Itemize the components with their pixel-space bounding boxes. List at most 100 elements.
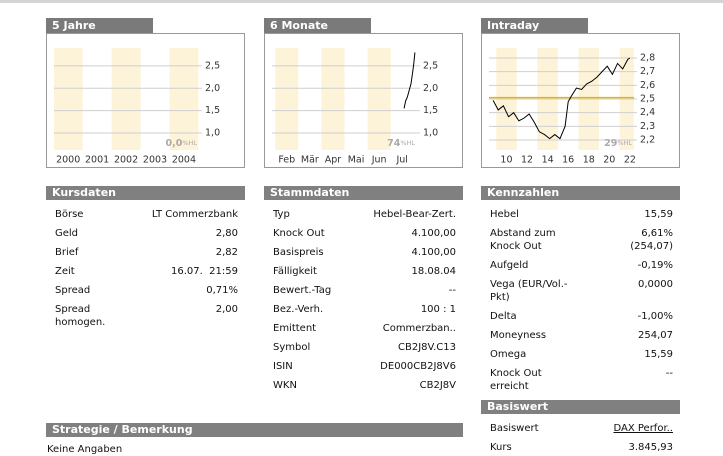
row-label: Symbol	[273, 342, 311, 353]
table-row: Basiswert DAX Perfor..	[481, 419, 680, 438]
y-tick-label: 2,0	[205, 83, 220, 94]
price-line	[492, 57, 631, 140]
y-tick-label: 2,5	[423, 60, 438, 71]
row-value: 2,00	[215, 304, 238, 315]
x-tick-label: 18	[583, 155, 595, 166]
row-label: Moneyness	[490, 330, 547, 341]
row-value: --	[448, 285, 456, 296]
row-label: Knock Out	[273, 228, 325, 239]
table-row: Bewert.-Tag --	[264, 281, 463, 300]
x-tick-label: 10	[500, 155, 512, 166]
y-tick-label: 2,0	[423, 83, 438, 94]
stripe	[111, 48, 141, 150]
x-tick-label: Mär	[301, 155, 319, 166]
row-value: 254,07	[638, 330, 673, 341]
y-tick-label: 2,7	[640, 66, 655, 77]
x-tick-label: 2000	[56, 155, 80, 166]
table-panel: Basiswert Basiswert DAX Perfor.. Kurs 3.845,…	[481, 400, 680, 456]
row-label: Hebel	[490, 209, 519, 220]
table-body: Börse LT Commerzbank Geld 2,80 Brief 2,82 Zeit…	[46, 200, 245, 332]
row-value: 16.07. 21:59	[171, 266, 238, 277]
table-row: Delta -1,00%	[481, 307, 680, 326]
table-row: Kurs 3.845,93	[481, 438, 680, 456]
row-value: -0,19%	[637, 260, 673, 271]
table-title: Kennzahlen	[481, 186, 680, 200]
row-label: Kurs	[490, 442, 512, 453]
row-value: CB2J8V	[419, 380, 456, 391]
x-tick-label: 2003	[143, 155, 167, 166]
row-label: Knock Out erreicht	[490, 368, 542, 392]
badge-value: 29	[604, 138, 617, 149]
table-row: Knock Out 4.100,00	[264, 224, 463, 243]
row-value: 4.100,00	[411, 228, 456, 239]
table-title: Stammdaten	[264, 186, 463, 200]
row-label: Emittent	[273, 323, 317, 334]
table-row: Abstand zum Knock Out 6,61% (254,07)	[481, 224, 680, 256]
table-row: Geld 2,80	[46, 224, 245, 243]
table-body: Typ Hebel-Bear-Zert. Knock Out 4.100,00 Basi…	[264, 200, 463, 395]
table-body: Hebel 15,59 Abstand zum Knock Out 6,61% (25…	[481, 200, 680, 396]
row-label: Delta	[490, 311, 517, 322]
row-label: Fälligkeit	[273, 266, 317, 277]
table-panel: Kennzahlen Hebel 15,59 Abstand zum Knock Ou…	[481, 186, 680, 396]
x-tick-label: Jun	[371, 155, 387, 166]
row-label: ISIN	[273, 361, 293, 372]
table-row: Spread 0,71%	[46, 281, 245, 300]
table-row: Basispreis 4.100,00	[264, 243, 463, 262]
strategy-title: Strategie / Bemerkung	[46, 423, 463, 437]
x-tick-label: 2001	[85, 155, 109, 166]
table-row: ISIN DE000CB2J8V6	[264, 357, 463, 376]
y-tick-label: 2,4	[640, 107, 655, 118]
row-label: Spread homogen.	[55, 304, 106, 328]
row-label: Vega (EUR/Vol.-Pkt)	[490, 279, 568, 303]
stripe	[54, 48, 83, 150]
table-row: Bez.-Verh. 100 : 1	[264, 300, 463, 319]
row-label: WKN	[273, 380, 297, 391]
row-value: 18.08.04	[411, 266, 456, 277]
badge: 0,0%HL	[165, 138, 197, 149]
badge-unit: %HL	[617, 139, 632, 147]
row-label: Omega	[490, 349, 527, 360]
table-row: Spread homogen. 2,00	[46, 300, 245, 332]
row-value: CB2J8V.C13	[398, 342, 456, 353]
y-tick-label: 2,5	[205, 60, 220, 71]
row-label: Bez.-Verh.	[273, 304, 324, 315]
x-tick-label: 2002	[114, 155, 138, 166]
price-line	[403, 52, 416, 109]
x-tick-label: 22	[624, 155, 636, 166]
table-row: Fälligkeit 18.08.04	[264, 262, 463, 281]
table-row: Knock Out erreicht --	[481, 364, 680, 396]
row-value: LT Commerzbank	[151, 209, 238, 220]
y-tick-label: 1,0	[205, 128, 220, 139]
row-value: 2,82	[215, 247, 238, 258]
row-value: 4.100,00	[411, 247, 456, 258]
stripe	[169, 48, 199, 150]
badge-value: 74	[387, 138, 401, 149]
charts: 5 Jahre 2,5 2,0 1,5 1,0 2000 2001 2002 2003 2004 0…	[46, 18, 680, 168]
table-row: Aufgeld -0,19%	[481, 256, 680, 275]
row-label: Typ	[273, 209, 290, 220]
row-value: 15,59	[644, 349, 673, 360]
x-tick-label: Feb	[278, 155, 295, 166]
badge: 74%HL	[387, 138, 415, 149]
row-value: 0,0000	[638, 279, 673, 290]
row-value: 100 : 1	[420, 304, 456, 315]
row-value: 15,59	[644, 209, 673, 220]
y-tick-label: 2,6	[640, 80, 655, 91]
strategy-panel: Strategie / Bemerkung Keine Angaben	[46, 423, 463, 456]
badge-value: 0,0	[165, 138, 182, 149]
row-value: DE000CB2J8V6	[380, 361, 456, 372]
row-label: Aufgeld	[490, 260, 529, 271]
x-tick-label: 16	[562, 155, 574, 166]
strategy-text: Keine Angaben	[47, 444, 123, 455]
table-panel: Kursdaten Börse LT Commerzbank Geld 2,80 Brie…	[46, 186, 245, 332]
table-panel: Stammdaten Typ Hebel-Bear-Zert. Knock Out 4.…	[264, 186, 463, 395]
row-label: Geld	[55, 228, 79, 239]
badge: 29%HL	[604, 138, 632, 149]
y-tick-label: 2,5	[640, 94, 655, 105]
row-value: -1,00%	[637, 311, 673, 322]
row-value[interactable]: DAX Perfor..	[613, 423, 673, 434]
table-title: Kursdaten	[46, 186, 245, 200]
chart-title: 5 Jahre	[52, 19, 96, 32]
table-row: Moneyness 254,07	[481, 326, 680, 345]
